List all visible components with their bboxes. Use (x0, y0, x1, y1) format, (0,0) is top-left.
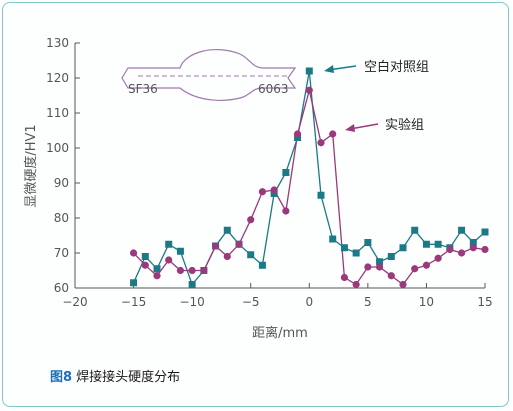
callout-experiment-arrowhead (345, 124, 355, 132)
callout-control: 空白对照组 (324, 59, 429, 75)
x-tick-label: 5 (364, 295, 372, 309)
callout-control-label: 空白对照组 (364, 59, 429, 75)
data-point-control (258, 261, 266, 269)
data-point-experiment (469, 244, 477, 252)
data-point-control (282, 169, 290, 176)
data-point-control (329, 235, 337, 243)
x-ticks: −20 −15 −10 −5 0 5 10 15 (62, 283, 493, 309)
weld-joint-outline (121, 49, 297, 101)
figure-number: 图8 (50, 370, 73, 385)
y-tick-label: 130 (46, 36, 69, 50)
data-point-experiment (481, 245, 489, 254)
data-point-experiment (176, 266, 185, 275)
plot-axes (74, 43, 485, 289)
data-point-experiment (223, 252, 231, 261)
data-point-experiment (247, 216, 255, 224)
series-line-1 (133, 90, 486, 286)
callout-experiment-label: 实验组 (385, 117, 424, 133)
data-point-control (247, 251, 255, 259)
data-point-experiment (129, 249, 138, 257)
callout-experiment-arrow-line (349, 123, 379, 130)
data-point-experiment (375, 263, 384, 271)
series-marks (129, 67, 489, 289)
x-tick-label: 15 (477, 295, 492, 309)
x-tick-label: −20 (62, 295, 87, 309)
data-point-experiment (399, 280, 407, 289)
inset-label-sf36: SF36 (128, 82, 158, 96)
x-tick-label: 10 (419, 295, 434, 309)
data-point-control (387, 253, 395, 260)
x-tick-label: −5 (242, 295, 260, 309)
y-tick-label: 110 (46, 106, 69, 120)
data-point-control (188, 281, 196, 288)
data-point-control (434, 240, 442, 248)
y-tick-label: 60 (54, 281, 69, 295)
data-point-control (141, 253, 149, 260)
inset-label-6063: 6063 (258, 82, 289, 96)
data-point-experiment (200, 266, 208, 275)
y-tick-label: 90 (54, 176, 69, 190)
data-point-control (364, 239, 372, 246)
data-point-experiment (387, 272, 395, 280)
data-point-experiment (235, 240, 243, 248)
data-point-experiment (165, 256, 173, 264)
data-point-control (317, 191, 325, 199)
data-point-control (458, 226, 466, 234)
data-point-experiment (282, 207, 290, 215)
data-point-control (352, 249, 360, 257)
x-axis-label: 距离/mm (252, 325, 308, 341)
series-line-0 (133, 70, 486, 286)
data-point-experiment (364, 263, 372, 271)
callout-experiment: 实验组 (345, 117, 424, 133)
y-tick-label: 70 (54, 246, 69, 260)
data-point-control (153, 265, 161, 273)
data-point-experiment (422, 261, 431, 269)
figure-caption: 图8 焊接接头硬度分布 (50, 366, 180, 385)
data-point-control (399, 244, 407, 252)
data-point-experiment (317, 139, 325, 147)
data-point-control (469, 239, 477, 246)
x-tick-label: −10 (179, 295, 204, 309)
y-tick-label: 80 (54, 211, 69, 225)
data-point-control (376, 258, 384, 266)
data-point-experiment (153, 272, 161, 280)
data-point-experiment (352, 280, 360, 289)
data-point-experiment (141, 261, 149, 269)
y-axis-label: 显微硬度/HV1 (23, 124, 39, 207)
weld-joint-schematic: SF36 6063 (121, 49, 297, 101)
data-point-control (305, 67, 313, 75)
data-point-experiment (457, 249, 466, 257)
data-point-experiment (211, 242, 220, 250)
data-point-experiment (293, 130, 302, 138)
data-point-control (223, 226, 231, 234)
data-point-experiment (411, 265, 419, 273)
data-point-experiment (446, 245, 454, 254)
data-point-control (165, 240, 173, 248)
data-point-experiment (188, 266, 196, 275)
data-point-control (411, 226, 419, 234)
data-point-control (422, 240, 430, 248)
x-tick-label: 0 (305, 295, 313, 309)
data-point-experiment (434, 254, 442, 262)
y-tick-label: 120 (46, 71, 69, 85)
data-point-experiment (258, 188, 267, 196)
data-point-control (130, 279, 138, 287)
data-point-experiment (270, 186, 278, 194)
data-point-control (340, 244, 348, 252)
y-tick-label: 100 (46, 141, 69, 155)
figure-frame (2, 2, 509, 407)
data-point-experiment (305, 86, 313, 94)
data-point-control (481, 228, 489, 236)
x-tick-label: −15 (121, 295, 146, 309)
y-ticks: 60 70 80 90 100 110 120 130 (46, 36, 80, 295)
callout-control-arrowhead (324, 65, 334, 73)
data-point-experiment (340, 273, 349, 282)
data-point-experiment (329, 130, 337, 138)
series-lines (133, 70, 486, 286)
figure-title: 焊接接头硬度分布 (72, 370, 181, 385)
data-point-control (176, 247, 184, 255)
